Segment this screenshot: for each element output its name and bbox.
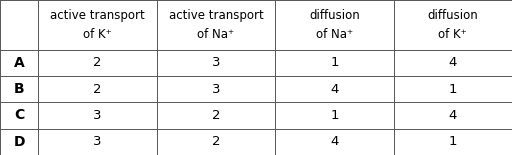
Text: A: A [14, 56, 25, 70]
Text: C: C [14, 108, 25, 122]
Text: 1: 1 [449, 83, 457, 96]
Text: 2: 2 [212, 109, 220, 122]
Text: B: B [14, 82, 25, 96]
Text: diffusion: diffusion [428, 9, 478, 22]
Text: 4: 4 [449, 109, 457, 122]
Text: 1: 1 [330, 109, 338, 122]
Text: 3: 3 [212, 56, 220, 69]
Text: D: D [13, 135, 25, 149]
Text: 4: 4 [330, 83, 338, 96]
Text: 2: 2 [93, 56, 102, 69]
Text: of Na⁺: of Na⁺ [198, 28, 234, 41]
Text: 1: 1 [330, 56, 338, 69]
Text: 3: 3 [93, 135, 102, 148]
Text: 2: 2 [93, 83, 102, 96]
Text: 2: 2 [212, 135, 220, 148]
Text: 4: 4 [449, 56, 457, 69]
Text: of K⁺: of K⁺ [83, 28, 112, 41]
Text: of Na⁺: of Na⁺ [316, 28, 353, 41]
Text: 4: 4 [330, 135, 338, 148]
Text: 1: 1 [449, 135, 457, 148]
Text: active transport: active transport [50, 9, 145, 22]
Text: 3: 3 [212, 83, 220, 96]
Text: 3: 3 [93, 109, 102, 122]
Text: diffusion: diffusion [309, 9, 360, 22]
Text: of K⁺: of K⁺ [438, 28, 467, 41]
Text: active transport: active transport [168, 9, 263, 22]
